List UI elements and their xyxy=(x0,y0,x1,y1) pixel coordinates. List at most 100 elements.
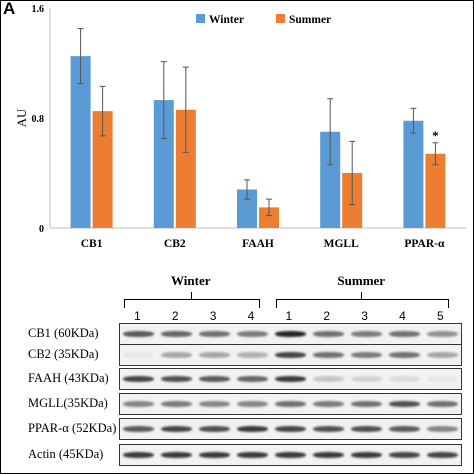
blot-lane-number: 4 xyxy=(247,309,255,323)
blot-band xyxy=(312,352,344,358)
blot-band xyxy=(350,401,382,407)
blot-band xyxy=(426,452,458,458)
y-tick-label: 0 xyxy=(39,224,44,235)
blot-lane-number: 1 xyxy=(285,309,293,323)
bar-winter-cb1 xyxy=(70,56,91,228)
western-blot: Winter 1 2 3 4 Summer 1 2 3 4 5 CB1 (60KDa) CB2 (35… xyxy=(0,265,474,474)
blot-group-tick xyxy=(190,292,192,299)
x-tick-label: FAAH xyxy=(242,238,274,250)
bar-summer-cb1 xyxy=(92,111,113,228)
blot-band xyxy=(161,452,193,458)
blot-band xyxy=(123,452,155,458)
blot-band xyxy=(388,401,420,407)
blot-lane-number: 3 xyxy=(361,309,368,323)
blot-lane-number: 1 xyxy=(133,309,141,323)
x-tick-label: CB2 xyxy=(164,238,186,250)
blot-row-label: FAAH (43KDa) xyxy=(28,371,109,385)
legend-label: Summer xyxy=(289,14,331,26)
bar-summer-ppar xyxy=(425,153,446,228)
blot-band xyxy=(161,426,193,432)
blot-row-label: PPAR-α (52KDa) xyxy=(28,421,117,435)
blot-band xyxy=(388,452,420,458)
blot-band xyxy=(237,376,269,382)
blot-row-label: Actin (45KDa) xyxy=(28,447,104,461)
blot-band xyxy=(312,331,344,337)
bar-winter-faah xyxy=(237,189,257,228)
blot-lane-number: 4 xyxy=(399,309,406,323)
blot-band xyxy=(274,331,307,337)
x-tick-label: CB1 xyxy=(81,238,103,250)
blot-band xyxy=(123,401,155,407)
blot-band xyxy=(426,426,458,432)
y-tick-label: 1.6 xyxy=(32,4,45,15)
blot-band xyxy=(312,376,344,382)
legend-swatch xyxy=(196,14,205,23)
blot-band xyxy=(161,331,193,337)
blot-band xyxy=(199,452,231,458)
blot-row-label: MGLL(35KDa) xyxy=(28,396,108,410)
blot-group-bracket xyxy=(123,299,260,308)
blot-strip xyxy=(119,393,462,415)
blot-band xyxy=(237,452,269,458)
blot-lane-number: 3 xyxy=(209,309,217,323)
blot-band xyxy=(312,401,344,407)
blot-band xyxy=(199,426,231,432)
panel-label: A xyxy=(3,0,16,18)
blot-group-bracket xyxy=(275,299,450,308)
chart-tick-labels: 0 0.8 1.6 AU CB1 CB2 FAAH MGLL PPAR-α * xyxy=(14,4,445,250)
blot-lane-number: 2 xyxy=(171,309,179,323)
blot-band xyxy=(237,426,269,432)
blot-band xyxy=(237,331,269,337)
blot-lane-number: 5 xyxy=(437,309,444,323)
blot-band xyxy=(274,452,307,458)
blot-lane-number: 2 xyxy=(323,309,331,323)
blot-row-label: CB2 (35KDa) xyxy=(28,347,99,361)
blot-band xyxy=(274,401,307,407)
blot-band xyxy=(123,426,155,432)
bar-summer-faah xyxy=(259,207,279,228)
significance-marker: * xyxy=(432,128,439,143)
blot-strip xyxy=(119,344,462,366)
blot-row-label: CB1 (60KDa) xyxy=(28,326,99,340)
legend-swatch xyxy=(276,14,285,23)
chart-error-bars xyxy=(77,28,439,217)
blot-band xyxy=(426,376,458,382)
blot-strip xyxy=(119,368,462,390)
blot-band xyxy=(388,426,420,432)
chart-axes xyxy=(49,8,466,229)
blot-band xyxy=(350,376,382,382)
bar-summer-cb2 xyxy=(175,109,196,228)
y-tick-label: 0.8 xyxy=(32,114,45,125)
blot-band xyxy=(274,352,307,358)
blot-band xyxy=(312,452,344,458)
bar-winter-cb2 xyxy=(153,100,174,228)
blot-band xyxy=(426,331,458,337)
blot-band xyxy=(199,401,231,407)
blot-strip xyxy=(119,418,462,440)
blot-band xyxy=(161,401,193,407)
blot-group-label: Winter xyxy=(171,273,211,288)
bar-chart: 0 0.8 1.6 AU CB1 CB2 FAAH MGLL PPAR-α * Winter Sum… xyxy=(14,4,466,250)
legend-label: Winter xyxy=(209,14,244,26)
blot-band xyxy=(161,352,193,358)
blot-band xyxy=(388,376,420,382)
blot-group-tick xyxy=(361,292,363,299)
blot-band xyxy=(350,452,382,458)
blot-band xyxy=(388,352,420,358)
blot-band xyxy=(237,401,269,407)
blot-band xyxy=(350,331,382,337)
bar-winter-ppar xyxy=(403,120,424,228)
blot-band xyxy=(426,352,458,358)
x-tick-label: PPAR-α xyxy=(404,238,445,250)
blot-band xyxy=(350,426,382,432)
x-tick-label: MGLL xyxy=(324,238,359,250)
blot-band xyxy=(312,426,344,432)
blot-band xyxy=(199,352,231,358)
blot-band xyxy=(161,376,193,382)
blot-band xyxy=(274,376,307,382)
blot-band xyxy=(123,352,155,358)
blot-band xyxy=(426,401,458,407)
blot-band xyxy=(123,376,155,382)
blot-band xyxy=(199,331,231,337)
